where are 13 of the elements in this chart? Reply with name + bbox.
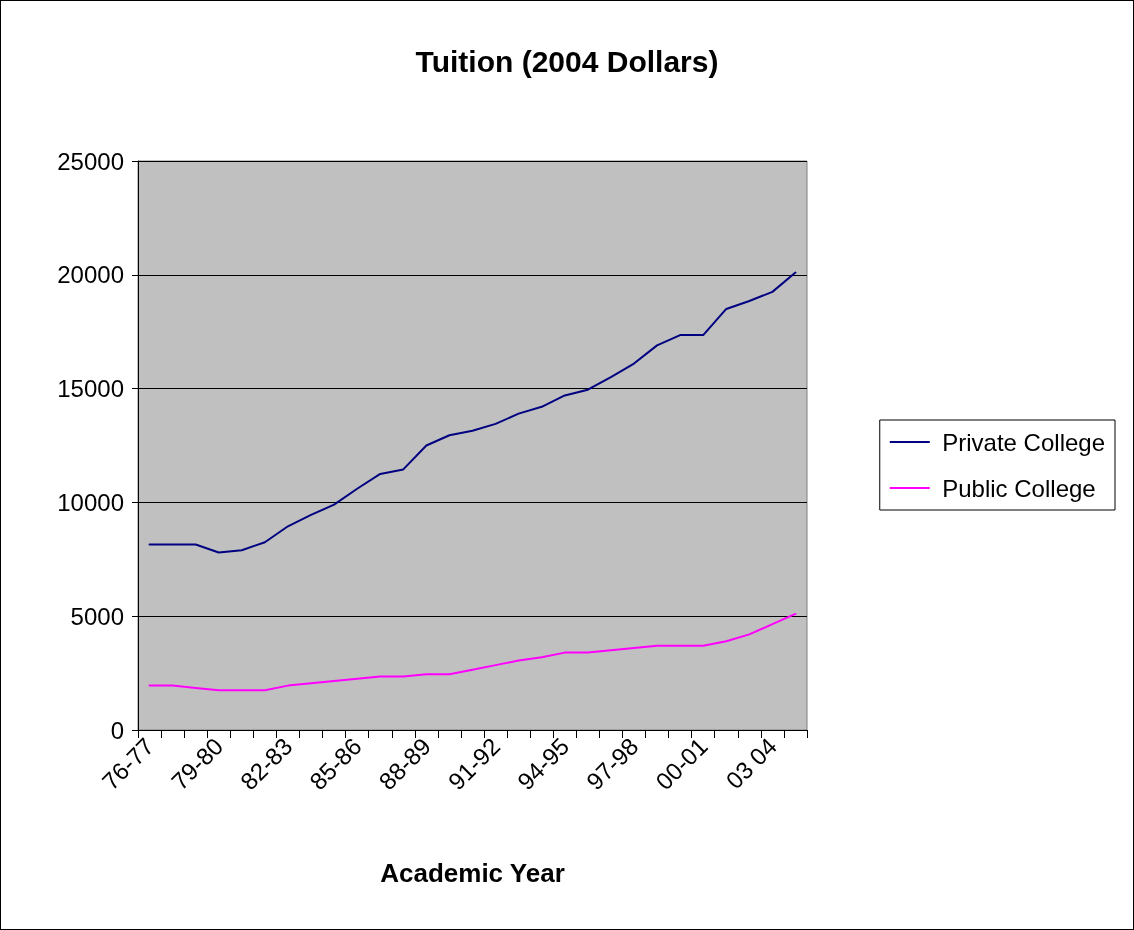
y-tick-label: 15000 <box>57 375 124 403</box>
y-tick-label: 10000 <box>57 488 124 516</box>
line-series <box>148 271 797 554</box>
line-series <box>148 612 797 692</box>
y-tick-label: 20000 <box>57 261 124 289</box>
y-tick-label: 25000 <box>57 147 124 175</box>
x-axis-title: Academic Year <box>380 858 565 888</box>
y-tick-label: 5000 <box>70 602 124 630</box>
x-tick-label: 03 04 <box>720 732 782 794</box>
legend-label: Private College <box>942 428 1105 456</box>
legend-label: Public College <box>942 474 1096 502</box>
y-tick-label: 0 <box>110 716 124 744</box>
chart-title: Tuition (2004 Dollars) <box>415 44 719 78</box>
